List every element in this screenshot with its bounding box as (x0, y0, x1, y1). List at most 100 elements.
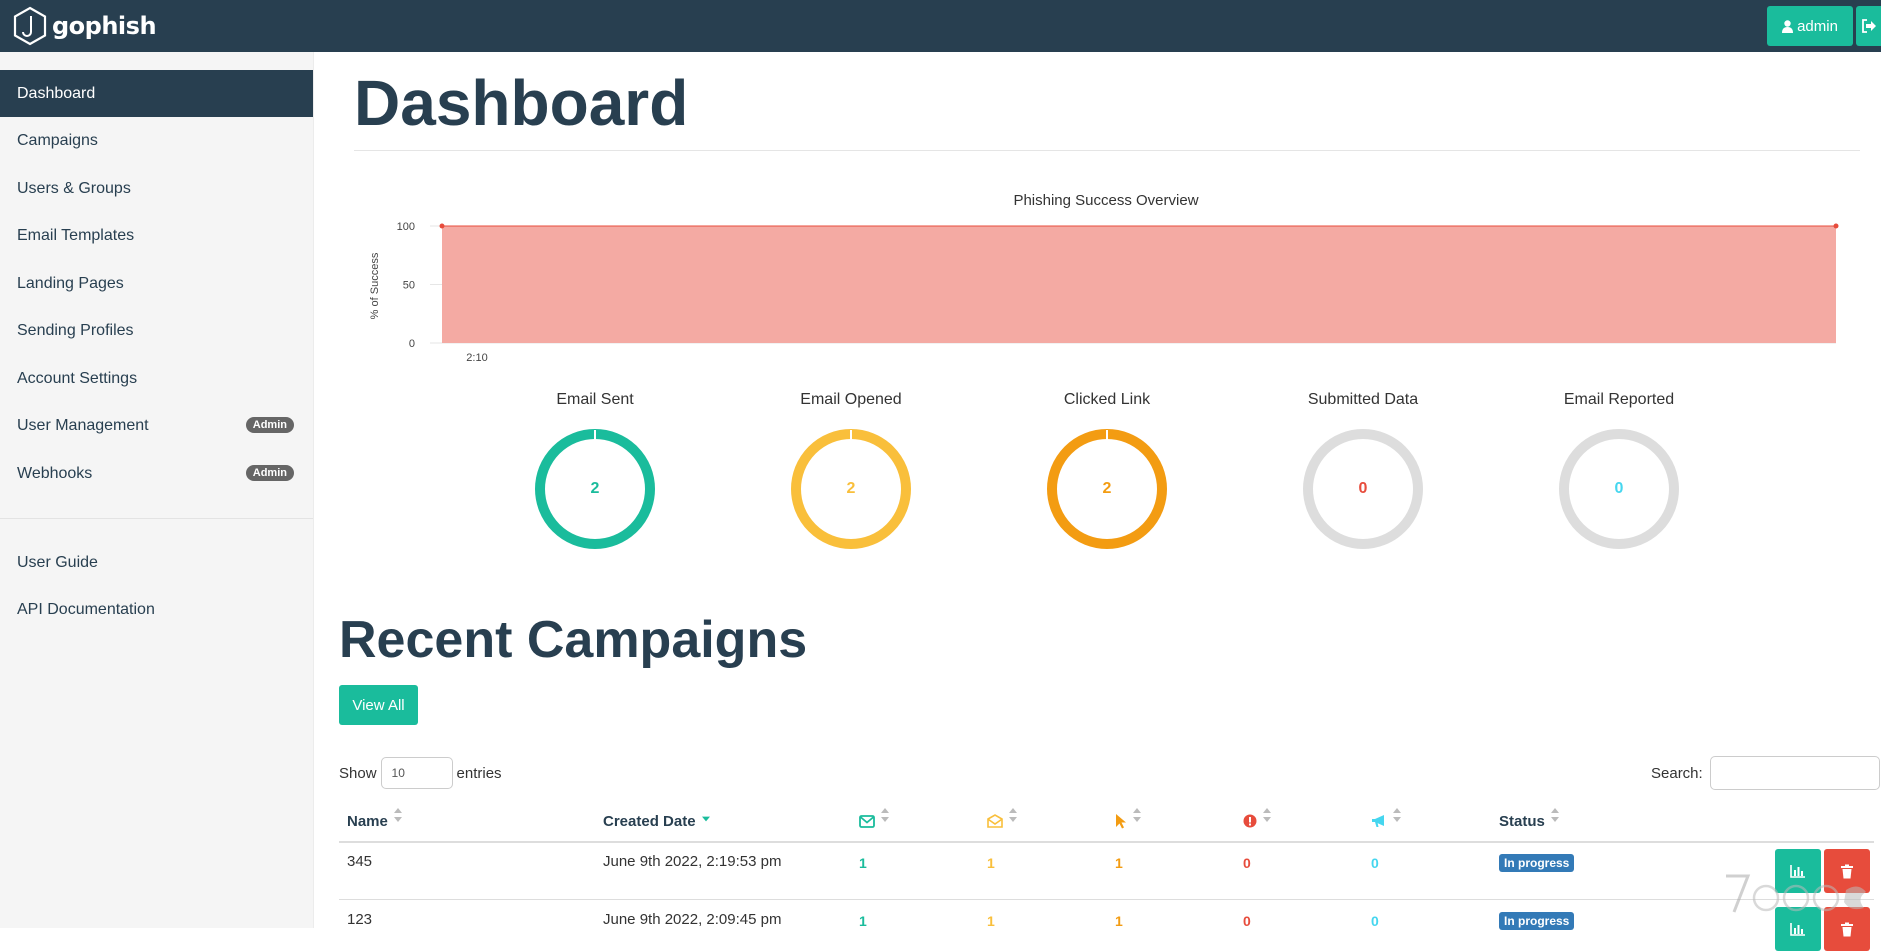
brand-name: gophish (52, 12, 157, 40)
column-header-created-date[interactable]: Created Date (603, 808, 710, 834)
sidebar-item-api-documentation[interactable]: API Documentation (0, 586, 313, 633)
admin-badge: Admin (245, 465, 294, 481)
view-all-button[interactable]: View All (339, 685, 418, 725)
sidebar-item-label: API Documentation (17, 600, 155, 618)
status-badge: In progress (1499, 912, 1575, 930)
chart-area-fill (442, 226, 1836, 343)
sidebar-item-user-management[interactable]: User Management Admin (0, 402, 313, 449)
sort-icon (1263, 808, 1271, 822)
search-input[interactable] (1709, 756, 1880, 790)
stat-value: 2 (1103, 480, 1112, 497)
stat-clicked-link: Clicked Link 2 (979, 388, 1235, 568)
reported-count-cell: 0 (1371, 913, 1379, 929)
stat-value: 2 (847, 480, 856, 497)
bar-chart-icon (1790, 865, 1805, 878)
sort-icon (1133, 808, 1141, 822)
sort-icon (881, 808, 889, 822)
envelope-icon (859, 814, 875, 828)
sidebar-item-label: Landing Pages (17, 274, 124, 292)
sidebar-item-email-templates[interactable]: Email Templates (0, 212, 313, 259)
stat-value: 0 (1615, 480, 1624, 497)
sidebar-item-label: User Management (17, 416, 149, 434)
user-menu-button[interactable]: admin (1767, 6, 1853, 46)
status-badge: In progress (1499, 854, 1575, 872)
user-icon (1782, 19, 1794, 33)
stat-label: Email Reported (1563, 391, 1675, 408)
sidebar-item-campaigns[interactable]: Campaigns (0, 117, 313, 164)
sidebar-item-webhooks[interactable]: Webhooks Admin (0, 450, 313, 497)
column-header-opened[interactable] (987, 808, 1017, 834)
top-navbar: gophish admin (0, 0, 1881, 52)
sort-icon (1550, 808, 1559, 822)
column-header-name[interactable]: Name (347, 808, 402, 834)
sidebar-item-user-guide[interactable]: User Guide (0, 539, 313, 586)
sidebar-item-label: Dashboard (17, 84, 96, 102)
opened-count-cell: 1 (987, 913, 995, 929)
delete-campaign-button[interactable] (1824, 849, 1870, 893)
clicked-count-cell: 1 (1115, 855, 1123, 871)
chart-y-axis-label: % of Success (369, 252, 381, 319)
mouse-pointer-icon (1116, 814, 1126, 829)
brand-logo[interactable]: gophish (12, 5, 157, 47)
stat-email-opened: Email Opened 2 (723, 388, 979, 568)
sidebar-item-label: Campaigns (17, 131, 98, 149)
stat-email-sent: Email Sent 2 (467, 388, 723, 568)
column-header-label: Status (1499, 812, 1545, 830)
page-title: Dashboard (354, 67, 689, 139)
table-header-divider (339, 841, 1874, 843)
watermark-graphic (1726, 874, 1866, 913)
sidebar-item-label: Sending Profiles (17, 321, 134, 339)
phishing-success-chart: Phishing Success Overview % of Success 0… (360, 183, 1860, 373)
sidebar-item-account-settings[interactable]: Account Settings (0, 355, 313, 402)
column-header-label: Name (347, 812, 388, 830)
chart-data-point[interactable] (439, 223, 445, 229)
stat-label: Submitted Data (1307, 391, 1419, 408)
sent-count-cell: 1 (859, 855, 867, 871)
chart-y-tick-label: 50 (403, 280, 415, 292)
chart-data-point[interactable] (1833, 223, 1839, 229)
sidebar-item-dashboard[interactable]: Dashboard (0, 70, 313, 117)
admin-badge: Admin (245, 417, 294, 433)
sort-icon (393, 808, 402, 822)
chart-y-tick-label: 100 (397, 221, 415, 233)
created-date-cell: June 9th 2022, 2:09:45 pm (603, 911, 782, 928)
sort-icon (1009, 808, 1017, 822)
reported-count-cell: 0 (1371, 855, 1379, 871)
column-header-reported[interactable] (1371, 808, 1401, 834)
chart-title: Phishing Success Overview (1013, 192, 1198, 209)
stat-donut: 2 (1047, 429, 1167, 549)
sidebar-item-landing-pages[interactable]: Landing Pages (0, 260, 313, 307)
show-label: Show (339, 764, 377, 782)
column-header-label: Created Date (603, 812, 696, 830)
stat-value: 0 (1359, 480, 1368, 497)
sidebar-item-label: Account Settings (17, 369, 138, 387)
submitted-count-cell: 0 (1243, 913, 1251, 929)
trash-icon (1841, 922, 1853, 936)
stat-label: Email Opened (800, 391, 902, 408)
sign-out-icon (1861, 19, 1876, 33)
sidebar-item-label: Users & Groups (17, 179, 131, 197)
search-label: Search: (1651, 764, 1703, 782)
user-menu-label: admin (1797, 17, 1838, 35)
view-results-button[interactable] (1775, 849, 1821, 893)
column-header-status[interactable]: Status (1499, 808, 1559, 834)
sort-icon (1393, 808, 1401, 822)
sidebar-item-label: User Guide (17, 553, 98, 571)
column-header-sent[interactable] (859, 808, 889, 834)
sidebar-item-label: Webhooks (17, 464, 93, 482)
entries-label: entries (456, 764, 502, 782)
recent-campaigns-title: Recent Campaigns (339, 611, 808, 669)
stat-donut: 2 (791, 429, 911, 549)
table-search: Search: (1651, 756, 1880, 790)
sidebar-item-users-groups[interactable]: Users & Groups (0, 165, 313, 212)
logout-button[interactable] (1856, 6, 1881, 46)
column-header-submitted[interactable] (1243, 808, 1271, 834)
entries-select[interactable]: 10 (380, 757, 453, 789)
stat-donut: 0 (1559, 429, 1679, 549)
opened-count-cell: 1 (987, 855, 995, 871)
chart-x-tick-label: 2:10 (466, 352, 487, 364)
column-header-clicked[interactable] (1115, 808, 1141, 834)
sidebar-item-sending-profiles[interactable]: Sending Profiles (0, 307, 313, 354)
gophish-hook-icon (13, 6, 47, 46)
exclamation-circle-icon (1243, 814, 1257, 828)
